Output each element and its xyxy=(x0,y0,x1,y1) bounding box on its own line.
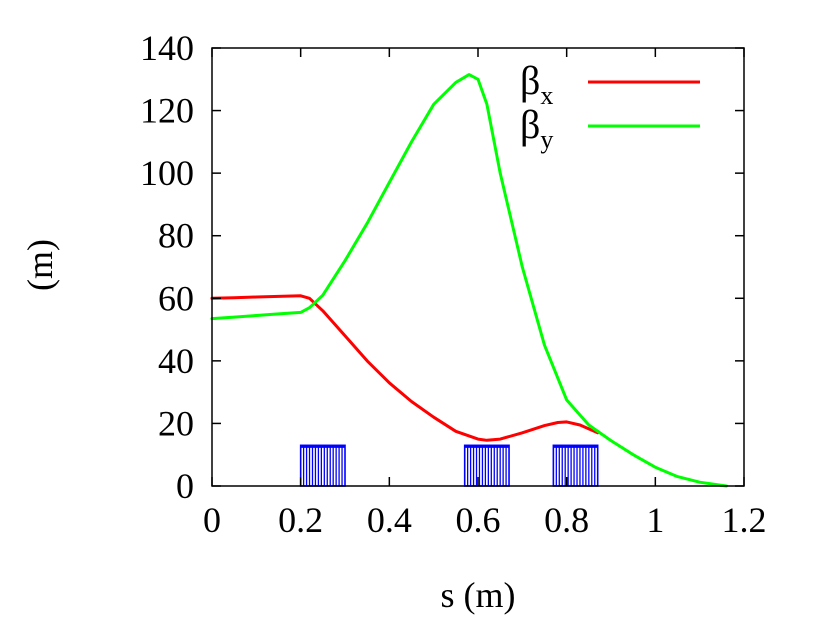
x-tick-label: 0 xyxy=(203,500,221,540)
x-tick-label: 1.2 xyxy=(722,500,767,540)
plot-series xyxy=(210,73,728,488)
x-axis-label: s (m) xyxy=(441,575,516,615)
x-tick-label: 0.2 xyxy=(278,500,323,540)
y-tick-label: 140 xyxy=(140,28,194,68)
magnet-outline xyxy=(299,444,346,487)
legend-label-x: βx xyxy=(520,58,553,110)
y-tick-label: 100 xyxy=(140,153,194,193)
x-tick-label: 0.6 xyxy=(456,500,501,540)
x-tick-label: 0.4 xyxy=(367,500,412,540)
magnet-outline xyxy=(463,444,510,487)
series-line-x xyxy=(210,294,600,442)
y-axis-label: (m) xyxy=(20,239,60,291)
y-tick-label: 20 xyxy=(158,403,194,443)
y-tick-label: 80 xyxy=(158,216,194,256)
y-tick-label: 40 xyxy=(158,341,194,381)
y-tick-label: 60 xyxy=(158,278,194,318)
plot-frame xyxy=(211,47,745,487)
x-tick-label: 1 xyxy=(646,500,664,540)
magnet-outline xyxy=(552,444,599,487)
magnet-element xyxy=(463,444,510,487)
y-tick-label: 0 xyxy=(176,466,194,506)
legend-label-y: βy xyxy=(520,102,553,154)
y-axis: 0 20 40 60 80 100 120 140 xyxy=(140,28,744,506)
magnet-element xyxy=(552,444,599,487)
x-tick-label: 0.8 xyxy=(544,500,589,540)
series-line-y xyxy=(210,73,728,488)
magnet-element xyxy=(299,444,346,487)
y-tick-label: 120 xyxy=(140,91,194,131)
beamline-elements xyxy=(299,444,599,487)
x-axis: 0 0.2 0.4 0.6 0.8 1 1.2 xyxy=(203,48,767,540)
